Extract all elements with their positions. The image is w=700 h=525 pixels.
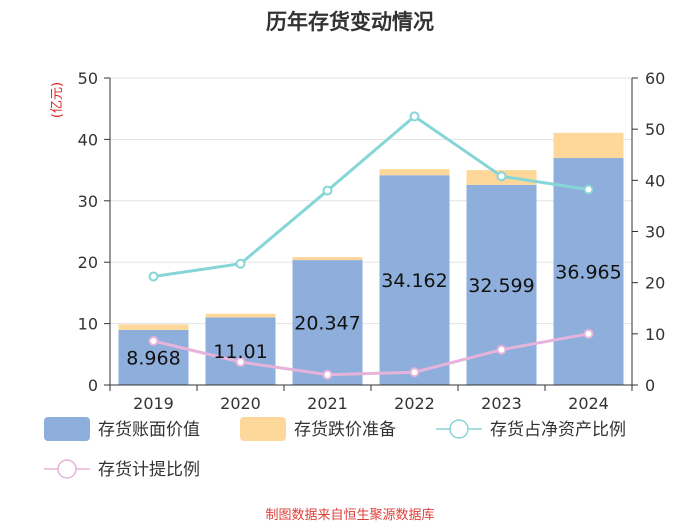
axes xyxy=(104,77,638,391)
point-net-asset-ratio-2023 xyxy=(496,171,507,182)
y-right-tick-0: 0 xyxy=(645,376,655,395)
legend-impairment[interactable]: 存货跌价准备 xyxy=(240,417,396,441)
legend-provision-ratio-marker xyxy=(57,459,77,479)
x-tick-2019: 2019 xyxy=(133,394,174,413)
point-net-asset-ratio-2022 xyxy=(409,111,420,122)
bar-impairment-2020 xyxy=(205,313,276,318)
point-net-asset-ratio-2024 xyxy=(583,184,594,195)
y-left-tick-30: 30 xyxy=(78,192,98,211)
y-left-tick-20: 20 xyxy=(78,253,98,272)
point-net-asset-ratio-2021 xyxy=(322,185,333,196)
bar-book-value-2024 xyxy=(553,158,624,385)
y-left-unit-label: (亿元) xyxy=(50,82,65,118)
legend-book-value-label: 存货账面价值 xyxy=(98,420,200,440)
legend-impairment-label: 存货跌价准备 xyxy=(294,420,396,440)
y-right-tick-10: 10 xyxy=(645,325,665,344)
legend-net-asset-ratio[interactable]: 存货占净资产比例 xyxy=(436,419,626,440)
point-provision-ratio-2024 xyxy=(583,328,594,339)
legend-impairment-swatch xyxy=(240,417,286,441)
data-label-2019: 8.968 xyxy=(126,347,180,369)
data-label-2024: 36.965 xyxy=(555,262,621,284)
data-label-2020: 11.01 xyxy=(213,341,267,363)
data-label-2023: 32.599 xyxy=(468,275,534,297)
y-right-unit-label: % xyxy=(696,72,700,84)
legend-net-asset-ratio-label: 存货占净资产比例 xyxy=(490,420,626,440)
bar-impairment-2021 xyxy=(292,256,363,261)
data-label-2021: 20.347 xyxy=(294,313,360,335)
legend-book-value[interactable]: 存货账面价值 xyxy=(44,417,200,441)
chart-title: 历年存货变动情况 xyxy=(266,10,434,34)
y-right-tick-60: 60 xyxy=(645,69,665,88)
legend-book-value-swatch xyxy=(44,417,90,441)
x-tick-2023: 2023 xyxy=(481,394,522,413)
y-left-tick-10: 10 xyxy=(78,315,98,334)
y-right-tick-40: 40 xyxy=(645,171,665,190)
point-provision-ratio-2021 xyxy=(322,369,333,380)
x-tick-2021: 2021 xyxy=(307,394,348,413)
data-label-2022: 34.162 xyxy=(381,270,447,292)
tick-labels: 0 10 20 30 40 50 0 10 20 30 40 50 60 2019 2020 2021 2022… xyxy=(78,69,666,413)
legend-provision-ratio-label: 存货计提比例 xyxy=(98,460,200,480)
bars xyxy=(118,132,624,385)
y-right-tick-30: 30 xyxy=(645,223,665,242)
data-labels: 8.968 11.01 20.347 34.162 32.599 36.965 xyxy=(126,262,621,370)
bar-book-value-2020 xyxy=(205,317,276,385)
point-net-asset-ratio-2019 xyxy=(148,271,159,282)
bar-book-value-2021 xyxy=(292,260,363,385)
point-provision-ratio-2022 xyxy=(409,367,420,378)
y-left-tick-50: 50 xyxy=(78,69,98,88)
bar-impairment-2024 xyxy=(553,132,624,159)
y-left-tick-0: 0 xyxy=(88,376,98,395)
data-source-note: 制图数据来自恒生聚源数据库 xyxy=(265,507,434,523)
x-tick-2020: 2020 xyxy=(220,394,261,413)
x-tick-2022: 2022 xyxy=(394,394,435,413)
bar-book-value-2022 xyxy=(379,175,450,385)
line-net-asset-ratio xyxy=(153,114,589,279)
x-tick-2024: 2024 xyxy=(568,394,609,413)
point-net-asset-ratio-2020 xyxy=(235,258,246,269)
point-provision-ratio-2020 xyxy=(235,356,246,367)
grid-lines xyxy=(110,77,632,325)
bar-impairment-2022 xyxy=(379,169,450,176)
y-right-tick-50: 50 xyxy=(645,120,665,139)
line-provision-ratio xyxy=(153,332,589,377)
y-right-tick-20: 20 xyxy=(645,274,665,293)
series-lines xyxy=(148,111,594,380)
y-left-tick-40: 40 xyxy=(78,130,98,149)
point-provision-ratio-2023 xyxy=(496,344,507,355)
bar-impairment-2019 xyxy=(118,324,189,330)
point-provision-ratio-2019 xyxy=(148,335,159,346)
legend-net-asset-ratio-marker xyxy=(449,419,469,439)
legend-provision-ratio[interactable]: 存货计提比例 xyxy=(44,459,200,480)
